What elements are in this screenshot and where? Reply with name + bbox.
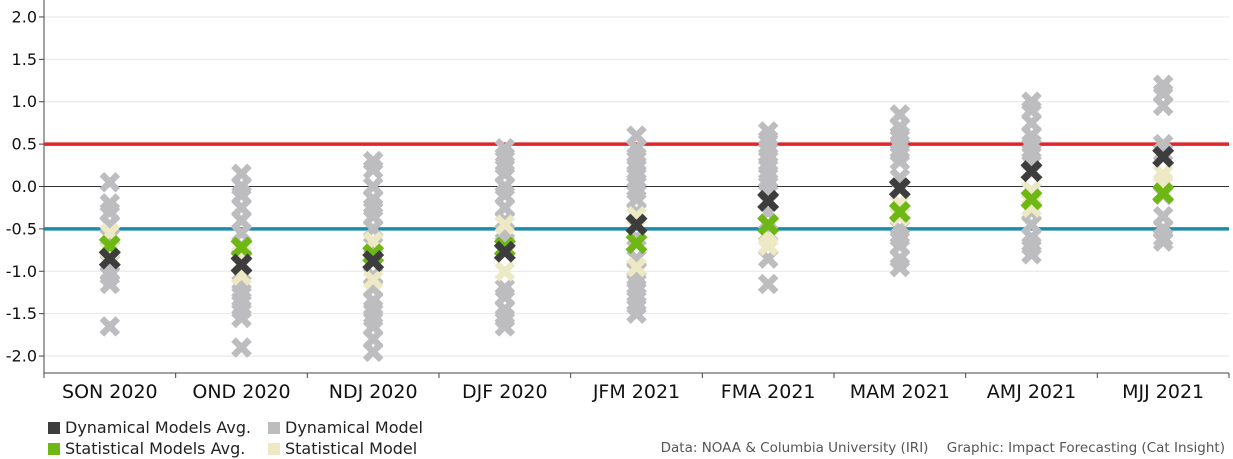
y-tick-label: -0.5	[6, 219, 37, 238]
statistical-model-point	[626, 256, 647, 278]
dynamical-model-point	[1021, 244, 1042, 265]
x-tick-label: DJF 2020	[462, 381, 548, 403]
legend-swatch-dynamical-avg	[48, 421, 60, 434]
statistical-model-point	[494, 214, 516, 235]
y-tick-label: 2.0	[12, 7, 37, 26]
legend-label-dynamical-avg: Dynamical Models Avg.	[65, 418, 252, 437]
statistical-avg-point	[1020, 188, 1043, 211]
dynamical-model-point	[494, 316, 516, 337]
dynamical-avg-point	[1152, 145, 1175, 168]
dynamical-model-point	[1152, 231, 1174, 252]
legend-swatch-statistical-model	[268, 442, 280, 455]
legend-swatch-dynamical-model	[268, 421, 280, 434]
legend-label-statistical-avg: Statistical Models Avg.	[65, 439, 246, 458]
legend-label-statistical-model: Statistical Model	[285, 439, 418, 458]
statistical-model-point	[362, 269, 384, 291]
dynamical-model-point	[889, 150, 911, 172]
y-tick-label: 0.0	[12, 177, 37, 196]
x-tick-label: JFM 2021	[592, 381, 680, 403]
dynamical-avg-point	[230, 253, 253, 276]
credits: Data: NOAA & Columbia University (IRI) G…	[661, 440, 1225, 456]
y-tick-label: 0.5	[12, 135, 37, 154]
enso-forecast-chart: 2.0 1.5 1.0 0.5 0.0 -0.5 -1.0 -1.5 -2.0 SON 2020 O…	[6, 0, 1230, 403]
dynamical-avg-point	[493, 240, 516, 263]
x-tick-label: SON 2020	[62, 381, 158, 403]
legend-label-dynamical-model: Dynamical Model	[285, 418, 423, 437]
legend-item-statistical-avg: Statistical Models Avg.	[48, 439, 262, 458]
legend-swatch-statistical-avg	[48, 442, 60, 455]
x-tick-label: MJJ 2021	[1122, 381, 1204, 403]
legend-item-dynamical-model: Dynamical Model	[268, 418, 423, 437]
statistical-avg-point	[888, 200, 911, 223]
dynamical-model-point	[231, 337, 252, 358]
dynamical-model-point	[99, 316, 121, 337]
x-tick-label: AMJ 2021	[987, 381, 1076, 403]
statistical-model-point	[494, 260, 516, 282]
dynamical-model-point	[362, 341, 384, 363]
y-tick-label: -1.5	[6, 304, 37, 323]
statistical-avg-point	[625, 232, 648, 255]
statistical-model-point	[1152, 163, 1174, 185]
dynamical-avg-point	[98, 247, 121, 270]
y-tick-label: 1.5	[12, 50, 37, 69]
dynamical-avg-point	[625, 213, 648, 236]
statistical-avg-point	[1152, 182, 1175, 205]
legend-item-dynamical-avg: Dynamical Models Avg.	[48, 418, 262, 437]
credit-data: Data: NOAA & Columbia University (IRI)	[660, 440, 929, 456]
dynamical-model-point	[626, 303, 647, 324]
y-tick-label: -1.0	[6, 262, 37, 281]
legend-item-statistical-model: Statistical Model	[268, 439, 417, 458]
dynamical-model-point	[99, 171, 121, 193]
dynamical-avg-point	[1020, 160, 1043, 183]
dynamical-model-point	[231, 307, 252, 329]
statistical-model-point	[757, 235, 779, 257]
dynamical-avg-point	[757, 189, 780, 212]
dynamical-model-point	[99, 273, 121, 295]
dynamical-avg-point	[362, 250, 385, 273]
statistical-avg-point	[230, 236, 253, 259]
dynamical-model-point	[1152, 95, 1174, 117]
dynamical-model-point	[757, 273, 779, 295]
legend-row: Statistical Models Avg. Statistical Mode…	[48, 438, 429, 459]
x-tick-label: OND 2020	[192, 381, 290, 403]
credit-graphic: Graphic: Impact Forecasting (Cat Insight…	[946, 440, 1225, 456]
x-tick-label: MAM 2021	[850, 381, 950, 403]
y-tick-label: -2.0	[6, 347, 37, 366]
dynamical-model-point	[889, 256, 911, 278]
legend-row: Dynamical Models Avg. Dynamical Model	[48, 417, 429, 438]
x-tick-label: NDJ 2020	[329, 381, 418, 403]
y-tick-label: 1.0	[12, 92, 37, 111]
legend: Dynamical Models Avg. Dynamical Model St…	[48, 417, 429, 459]
statistical-avg-point	[757, 213, 780, 236]
x-tick-label: FMA 2021	[721, 381, 816, 403]
dynamical-model-point	[362, 159, 384, 180]
dynamical-avg-point	[888, 177, 911, 200]
